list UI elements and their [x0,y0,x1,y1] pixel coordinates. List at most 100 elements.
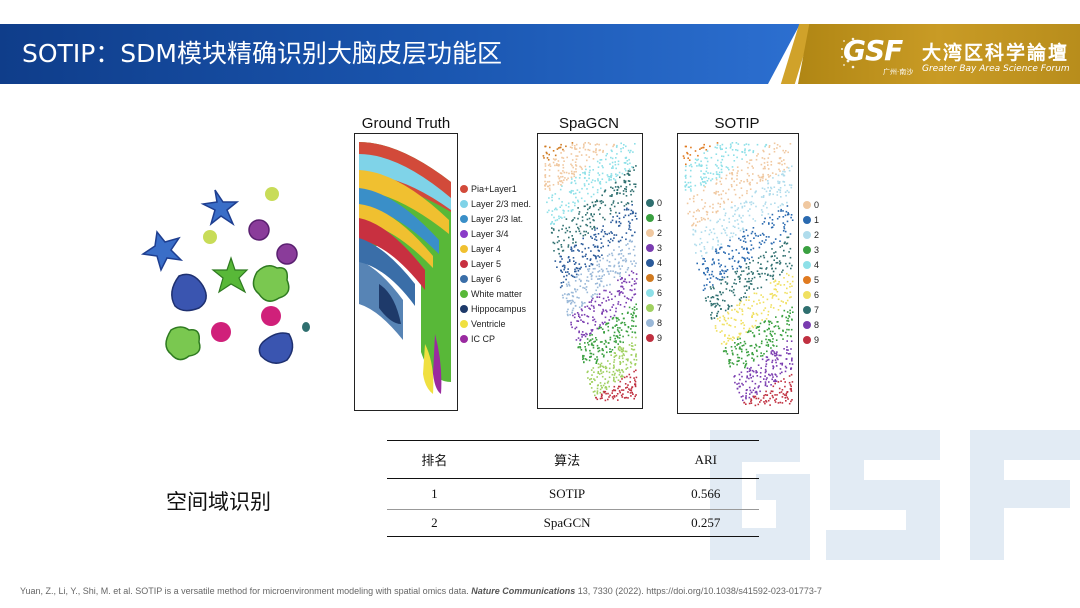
spot-mark [786,265,789,268]
spot-mark [560,184,562,186]
spot-mark [566,293,569,296]
spot-mark [771,226,774,228]
spot-mark [753,288,755,290]
spot-mark [578,191,581,194]
spot-mark [749,389,752,392]
spot-mark [752,389,755,391]
spot-mark [619,363,621,365]
spot-mark [708,273,711,276]
spot-mark [622,347,625,349]
spot-mark [725,174,728,177]
spot-mark [576,189,579,191]
spot-mark [761,214,763,216]
spot-mark [605,367,607,370]
spot-mark [720,243,723,245]
legend-label: 2 [657,228,663,238]
spot-mark [684,189,687,191]
spot-mark [694,162,697,164]
spot-mark [632,166,635,169]
spot-mark [633,260,635,262]
spot-mark [560,180,563,182]
spot-mark [789,352,791,355]
spot-mark [615,376,618,379]
spot-mark [562,166,565,169]
spot-mark [570,321,572,324]
spot-mark [701,255,703,257]
spot-mark [744,292,746,294]
spot-mark [602,245,604,248]
spot-mark [768,323,771,326]
spot-mark [613,366,615,368]
spot-mark [574,182,577,185]
spot-mark [755,345,758,347]
spot-mark [736,310,738,313]
legend-swatch [646,244,654,252]
spot-mark [617,327,619,329]
spot-mark [723,208,725,210]
spot-mark [619,340,621,343]
spot-mark [747,266,750,268]
spot-mark [768,236,770,238]
spot-mark [612,397,615,400]
spot-mark [756,314,759,316]
spot-mark [608,179,610,182]
spot-mark [580,333,583,336]
spot-mark [614,355,617,357]
spot-mark [611,150,613,153]
spot-mark [603,331,605,334]
spot-mark [782,222,785,224]
legend-swatch [803,306,811,314]
legend-swatch [646,214,654,222]
spot-mark [588,156,590,158]
spot-mark [742,214,744,217]
spot-mark [781,402,784,404]
spot-mark [736,383,738,385]
spot-mark [753,292,756,295]
spot-mark [601,349,604,351]
spot-mark [631,200,633,203]
spot-mark [725,177,727,180]
spot-mark [770,242,773,245]
spot-mark [574,147,576,149]
spot-mark [743,180,745,183]
spot-mark [777,321,779,323]
spot-mark [608,342,610,344]
spot-mark [786,335,789,337]
spot-mark [574,268,576,271]
legend-swatch [646,199,654,207]
spot-mark [590,278,593,280]
spot-mark [714,302,716,305]
spot-mark [610,174,613,177]
spot-mark [621,277,623,279]
spot-mark [721,276,724,278]
spot-mark [775,339,778,341]
spot-mark [586,333,588,336]
spot-mark [731,201,733,203]
spot-mark [774,355,777,357]
spot-mark [613,356,616,358]
spot-mark [736,208,739,211]
spot-mark [748,287,750,290]
spot-mark [743,340,746,343]
spot-mark [756,375,759,377]
spot-mark [774,382,776,385]
spot-mark [763,241,766,244]
ari-table: 排名 算法 ARI 1 SOTIP 0.566 2 SpaGCN 0.257 [387,440,759,537]
spot-mark [764,394,767,396]
spot-mark [785,150,787,152]
spot-mark [718,304,721,307]
spot-mark [703,205,706,208]
spot-mark [577,249,579,251]
spot-mark [787,349,789,351]
spot-mark [573,246,576,248]
spot-mark [790,385,792,388]
spot-mark [729,236,731,239]
spot-mark [579,339,581,342]
spot-mark [571,250,573,252]
citation: Yuan, Z., Li, Y., Shi, M. et al. SOTIP i… [20,586,822,596]
spot-mark [601,394,603,397]
spot-mark [588,359,591,362]
spot-mark [738,196,741,199]
spot-mark [773,150,776,153]
spot-mark [791,358,793,361]
